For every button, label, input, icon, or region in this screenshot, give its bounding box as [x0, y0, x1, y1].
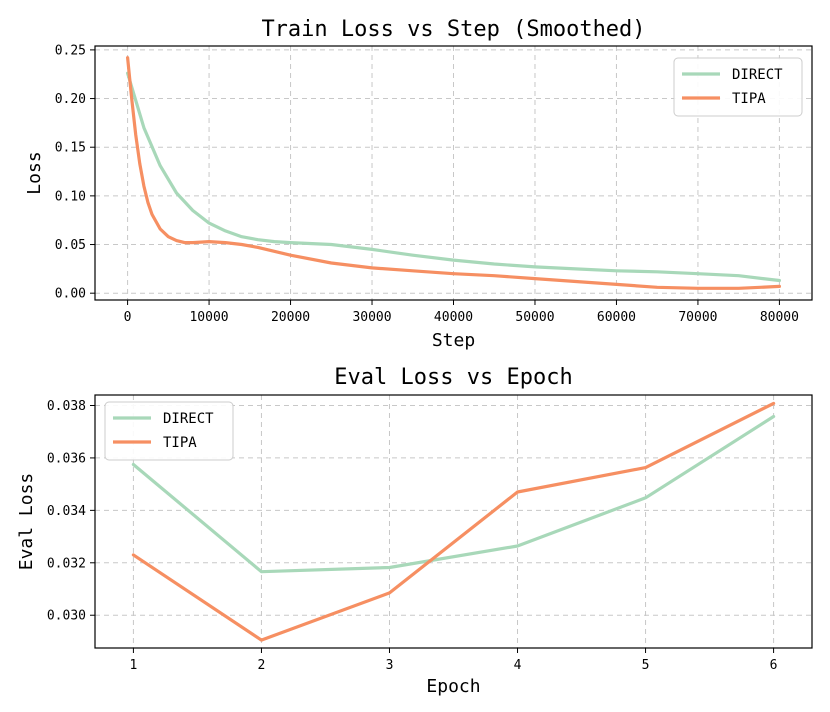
y-axis-label: Eval Loss [16, 473, 37, 571]
plot-frame [94, 394, 813, 649]
legend-label-tipa: TIPA [163, 435, 197, 451]
x-tick-label: 4 [514, 658, 522, 673]
series-line-tipa [131, 401, 776, 642]
chart-panel-1: 0 10000 20000 30000 40000 50000 60000 70000 8000… [24, 17, 813, 351]
x-tick-label: 10000 [189, 310, 228, 325]
x-tick-label: 6 [770, 658, 778, 673]
legend-label-direct: DIRECT [732, 67, 783, 83]
plot-frame [94, 45, 813, 301]
y-tick-label: 0.036 [47, 451, 86, 466]
x-tick-label: 40000 [434, 310, 473, 325]
x-tick-label: 60000 [597, 310, 636, 325]
series-line-tipa [125, 56, 782, 290]
chart-title: Eval Loss vs Epoch [334, 365, 572, 390]
x-tick-label: 5 [642, 658, 650, 673]
series-line-direct [131, 414, 776, 574]
y-tick-label: 0.10 [55, 189, 86, 204]
x-tick-label: 30000 [352, 310, 391, 325]
y-tick-label: 0.032 [47, 556, 86, 571]
legend-label-direct: DIRECT [163, 411, 214, 427]
chart-title: Train Loss vs Step (Smoothed) [261, 17, 645, 42]
y-tick-label: 0.25 [55, 43, 86, 58]
chart-panel-2: 1 2 3 4 5 6 0.030 0.032 0.034 0.036 0.038 Eval Loss… [16, 365, 813, 697]
x-tick-label: 1 [129, 658, 137, 673]
legend: DIRECT TIPA [104, 401, 234, 461]
legend-label-tipa: TIPA [732, 91, 766, 107]
legend: DIRECT TIPA [673, 57, 803, 117]
y-tick-label: 0.15 [55, 141, 86, 156]
y-tick-label: 0.05 [55, 238, 86, 253]
y-axis-label: Loss [24, 151, 45, 194]
y-tick-label: 0.038 [47, 399, 86, 414]
x-tick-label: 3 [386, 658, 394, 673]
y-tick-label: 0.20 [55, 92, 86, 107]
x-tick-label: 70000 [678, 310, 717, 325]
x-tick-label: 2 [258, 658, 266, 673]
x-tick-label: 20000 [271, 310, 310, 325]
series-line-direct [125, 71, 782, 283]
x-tick-label: 80000 [760, 310, 799, 325]
x-axis-label: Step [432, 330, 475, 351]
x-tick-label: 0 [124, 310, 132, 325]
y-tick-label: 0.034 [47, 504, 86, 519]
x-axis-label: Epoch [426, 676, 480, 697]
y-tick-label: 0.030 [47, 609, 86, 624]
x-tick-label: 50000 [515, 310, 554, 325]
y-tick-label: 0.00 [55, 287, 86, 302]
